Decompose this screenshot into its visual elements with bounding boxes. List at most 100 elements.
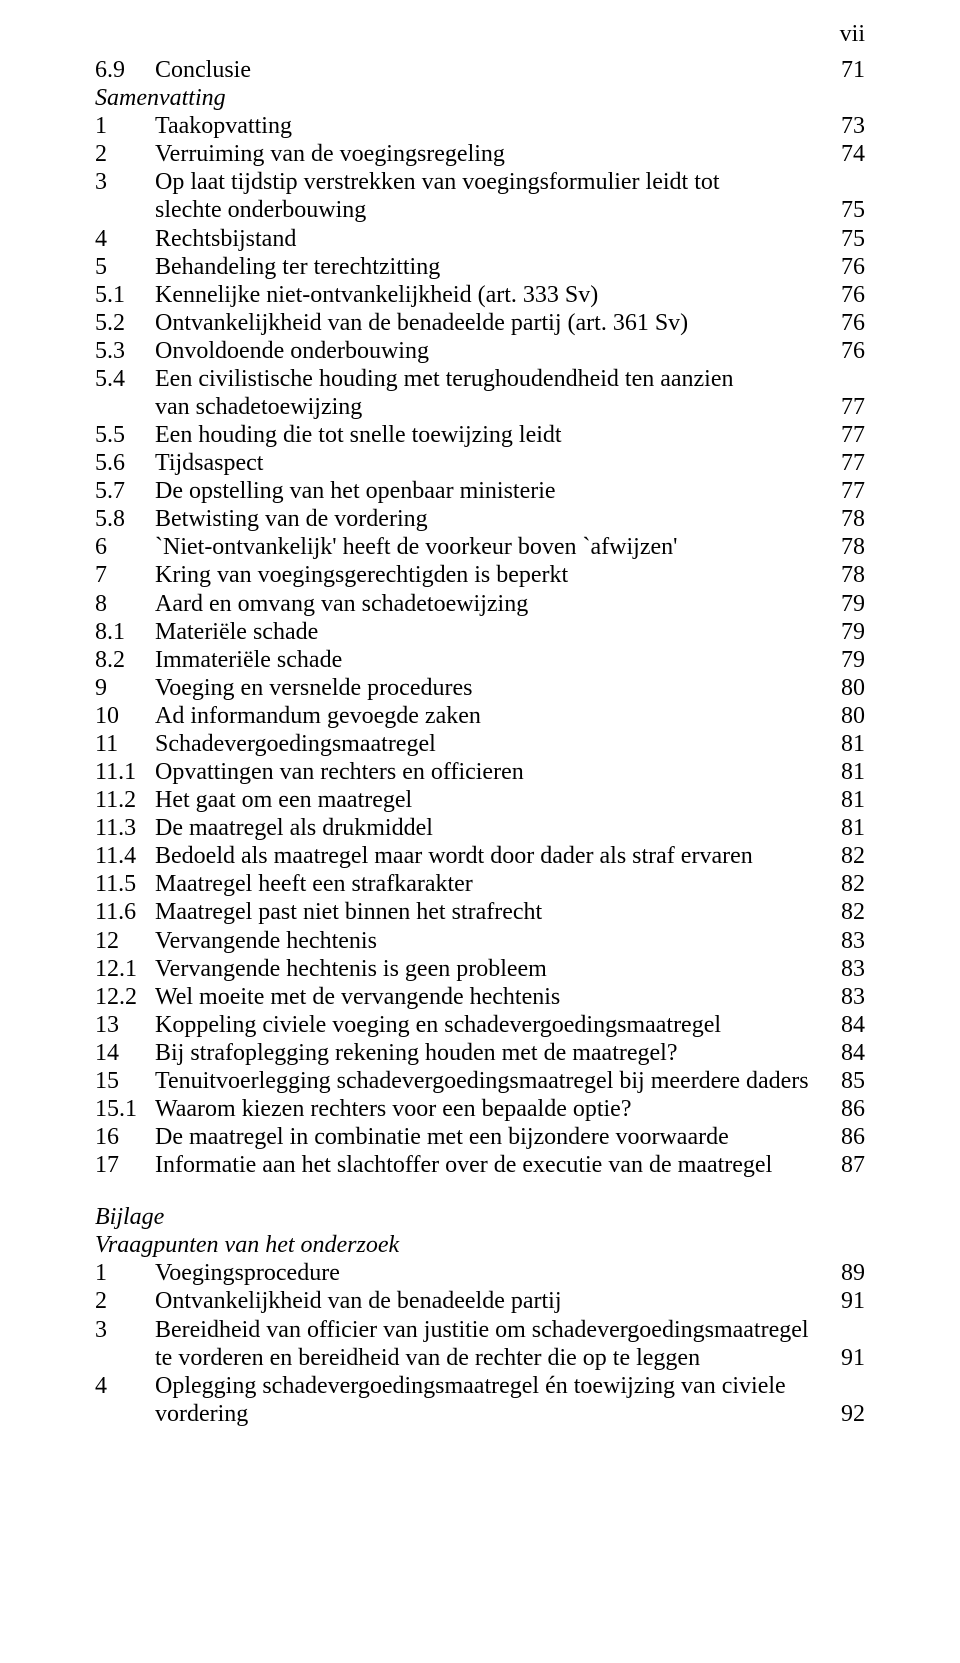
toc-entry-number: 3 xyxy=(95,168,155,196)
toc-entry-number: 11.3 xyxy=(95,814,155,842)
section-heading: Vraagpunten van het onderzoek xyxy=(95,1231,865,1259)
toc-row: 11.2Het gaat om een maatregel81 xyxy=(95,786,865,814)
toc-row: 11.6Maatregel past niet binnen het straf… xyxy=(95,898,865,926)
toc-row: 5.4Een civilistische houding met terugho… xyxy=(95,365,865,421)
toc-entry-body: Verruiming van de voegingsregeling74 xyxy=(155,140,865,168)
toc-entry-title-cont: te vorderen en bereidheid van de rechter… xyxy=(155,1344,710,1372)
toc-entry-title-cont: van schadetoewijzing xyxy=(155,393,372,421)
toc-entry-title: Kennelijke niet-ontvankelijkheid (art. 3… xyxy=(155,281,608,309)
spacer xyxy=(95,1179,865,1203)
toc-entry-body: Voegingsprocedure89 xyxy=(155,1259,865,1287)
toc-row: 3Bereidheid van officier van justitie om… xyxy=(95,1316,865,1372)
toc-row: 8.1Materiële schade79 xyxy=(95,618,865,646)
document-page: vii 6.9Conclusie71Samenvatting1Taakopvat… xyxy=(0,0,960,1468)
toc-entry-page: 81 xyxy=(841,758,865,786)
toc-entry-number: 6.9 xyxy=(95,56,155,84)
toc-entry-page: 81 xyxy=(841,814,865,842)
table-of-contents: 6.9Conclusie71Samenvatting1Taakopvatting… xyxy=(95,56,865,1428)
toc-entry-number: 5.1 xyxy=(95,281,155,309)
section-heading: Samenvatting xyxy=(95,84,865,112)
toc-entry-body: Ad informandum gevoegde zaken 80 xyxy=(155,702,865,730)
toc-entry-body: Schadevergoedingsmaatregel81 xyxy=(155,730,865,758)
toc-entry-body: Bij strafoplegging rekening houden met d… xyxy=(155,1039,865,1067)
toc-entry-title-cont: slechte onderbouwing xyxy=(155,196,376,224)
toc-row: 11.3De maatregel als drukmiddel81 xyxy=(95,814,865,842)
toc-entry-body: De maatregel in combinatie met een bijzo… xyxy=(155,1123,865,1151)
toc-entry-number: 5.7 xyxy=(95,477,155,505)
toc-entry-page: 91 xyxy=(841,1344,865,1372)
toc-entry-number: 15 xyxy=(95,1067,155,1095)
toc-entry-page: 86 xyxy=(841,1095,865,1123)
toc-entry-body: Opvattingen van rechters en officieren81 xyxy=(155,758,865,786)
toc-row: 11.1Opvattingen van rechters en officier… xyxy=(95,758,865,786)
toc-entry-body: Aard en omvang van schadetoewijzing79 xyxy=(155,590,865,618)
toc-entry-number: 17 xyxy=(95,1151,155,1179)
toc-entry-title: Bereidheid van officier van justitie om … xyxy=(155,1316,819,1344)
toc-entry-number: 5.3 xyxy=(95,337,155,365)
toc-entry-body: Op laat tijdstip verstrekken van voeging… xyxy=(155,168,865,224)
toc-row: 9Voeging en versnelde procedures80 xyxy=(95,674,865,702)
toc-entry-body: Vervangende hechtenis is geen probleem 83 xyxy=(155,955,865,983)
toc-entry-page: 76 xyxy=(841,281,865,309)
toc-entry-number: 5.8 xyxy=(95,505,155,533)
toc-entry-body: Materiële schade79 xyxy=(155,618,865,646)
toc-entry-number: 5.2 xyxy=(95,309,155,337)
toc-entry-title: Vervangende hechtenis is geen probleem xyxy=(155,955,557,983)
toc-entry-title: Bedoeld als maatregel maar wordt door da… xyxy=(155,842,763,870)
toc-entry-number: 11.6 xyxy=(95,898,155,926)
toc-entry-title: Immateriële schade xyxy=(155,646,352,674)
toc-entry-body: Kennelijke niet-ontvankelijkheid (art. 3… xyxy=(155,281,865,309)
toc-entry-title: Een civilistische houding met terughoude… xyxy=(155,365,744,393)
toc-entry-title: Op laat tijdstip verstrekken van voeging… xyxy=(155,168,730,196)
toc-entry-body: Immateriële schade79 xyxy=(155,646,865,674)
toc-entry-page: 83 xyxy=(841,927,865,955)
toc-entry-page: 78 xyxy=(841,533,865,561)
toc-entry-title: Bij strafoplegging rekening houden met d… xyxy=(155,1039,688,1067)
toc-row: 5.5Een houding die tot snelle toewijzing… xyxy=(95,421,865,449)
toc-entry-body: Oplegging schadevergoedingsmaatregel én … xyxy=(155,1372,865,1428)
toc-row: 1Taakopvatting73 xyxy=(95,112,865,140)
toc-entry-page: 77 xyxy=(841,449,865,477)
toc-entry-title: Conclusie xyxy=(155,56,261,84)
toc-entry-number: 5.5 xyxy=(95,421,155,449)
toc-entry-page: 77 xyxy=(841,421,865,449)
toc-entry-number: 12.2 xyxy=(95,983,155,1011)
toc-entry-page: 81 xyxy=(841,730,865,758)
toc-entry-page: 86 xyxy=(841,1123,865,1151)
toc-entry-title: De maatregel in combinatie met een bijzo… xyxy=(155,1123,739,1151)
toc-entry-title: Voeging en versnelde procedures xyxy=(155,674,482,702)
toc-row: 2Verruiming van de voegingsregeling74 xyxy=(95,140,865,168)
toc-entry-title: Betwisting van de vordering xyxy=(155,505,438,533)
toc-entry-title-cont: vordering xyxy=(155,1400,258,1428)
toc-entry-number: 5.4 xyxy=(95,365,155,393)
toc-entry-page: 80 xyxy=(841,674,865,702)
toc-entry-body: Ontvankelijkheid van de benadeelde parti… xyxy=(155,309,865,337)
toc-entry-number: 8 xyxy=(95,590,155,618)
toc-entry-page: 83 xyxy=(841,955,865,983)
toc-entry-body: Onvoldoende onderbouwing76 xyxy=(155,337,865,365)
toc-entry-page: 81 xyxy=(841,786,865,814)
toc-entry-body: Tenuitvoerlegging schadevergoedingsmaatr… xyxy=(155,1067,865,1095)
toc-entry-title: Maatregel heeft een strafkarakter xyxy=(155,870,483,898)
toc-entry-page: 85 xyxy=(841,1067,865,1095)
toc-entry-body: Maatregel heeft een strafkarakter82 xyxy=(155,870,865,898)
toc-entry-number: 11.5 xyxy=(95,870,155,898)
toc-entry-title: Ontvankelijkheid van de benadeelde parti… xyxy=(155,309,698,337)
toc-row: 2Ontvankelijkheid van de benadeelde part… xyxy=(95,1287,865,1315)
toc-entry-body: Bereidheid van officier van justitie om … xyxy=(155,1316,865,1372)
toc-entry-title: Vervangende hechtenis xyxy=(155,927,387,955)
toc-entry-body: Conclusie71 xyxy=(155,56,865,84)
toc-row: 1Voegingsprocedure89 xyxy=(95,1259,865,1287)
toc-entry-page: 89 xyxy=(841,1259,865,1287)
toc-entry-page: 82 xyxy=(841,898,865,926)
toc-row: 5.3Onvoldoende onderbouwing76 xyxy=(95,337,865,365)
toc-row: 7Kring van voegingsgerechtigden is beper… xyxy=(95,561,865,589)
toc-entry-title: Koppeling civiele voeging en schadevergo… xyxy=(155,1011,731,1039)
toc-row: 5.8Betwisting van de vordering78 xyxy=(95,505,865,533)
toc-entry-title: Ad informandum gevoegde zaken xyxy=(155,702,491,730)
toc-entry-number: 16 xyxy=(95,1123,155,1151)
toc-entry-title: Informatie aan het slachtoffer over de e… xyxy=(155,1151,782,1179)
toc-row: 13Koppeling civiele voeging en schadever… xyxy=(95,1011,865,1039)
toc-entry-page: 80 xyxy=(841,702,865,730)
toc-row: 15.1Waarom kiezen rechters voor een bepa… xyxy=(95,1095,865,1123)
